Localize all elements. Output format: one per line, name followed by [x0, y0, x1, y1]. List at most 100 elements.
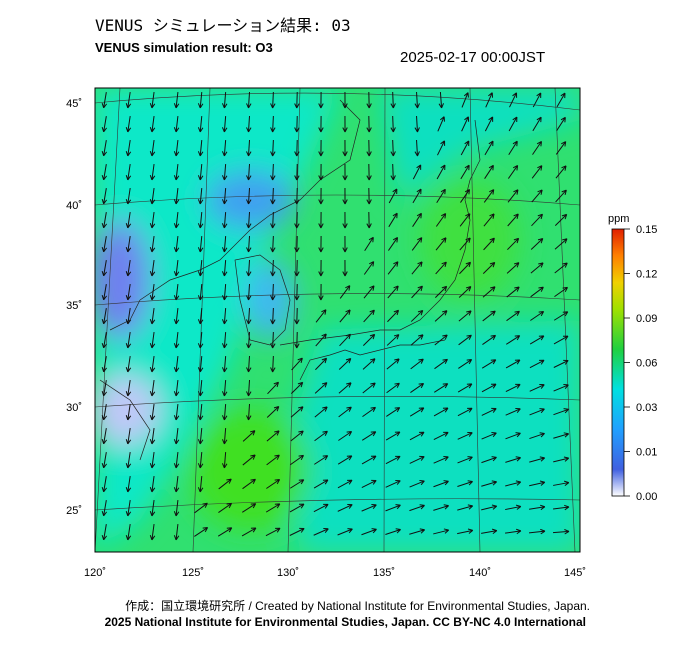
wind-arrow	[556, 116, 566, 131]
wind-arrow	[506, 262, 520, 274]
wind-arrow	[458, 310, 472, 322]
lat-labels: 45˚ 40˚ 35˚ 30˚ 25˚	[66, 98, 82, 517]
wind-arrow	[125, 164, 132, 181]
wind-arrow	[101, 452, 108, 469]
wind-arrow	[270, 163, 276, 181]
wind-arrow	[149, 164, 156, 181]
colorbar-tick-label: 0.15	[636, 224, 657, 236]
wind-arrow	[101, 524, 108, 541]
wind-arrow	[386, 334, 400, 346]
wind-arrow	[221, 307, 228, 325]
wind-arrow	[553, 311, 569, 321]
wind-arrow	[435, 213, 447, 227]
wind-arrow	[342, 211, 348, 229]
wind-arrow	[385, 479, 401, 488]
wind-arrow	[101, 404, 108, 421]
wind-arrow	[385, 528, 401, 535]
wind-arrow	[363, 285, 375, 299]
wind-arrow	[294, 235, 300, 253]
wind-arrow	[459, 237, 471, 251]
lat-label: 30˚	[66, 402, 82, 414]
wind-arrow	[342, 139, 348, 157]
wind-arrow	[242, 430, 256, 442]
wind-arrow	[294, 283, 300, 301]
wind-arrow	[460, 140, 470, 156]
wind-arrow	[318, 163, 324, 181]
wind-arrow	[481, 432, 497, 440]
wind-arrow	[149, 284, 156, 301]
wind-arrow	[173, 163, 180, 181]
wind-arrow	[313, 479, 329, 489]
wind-arrow	[390, 163, 396, 181]
wind-arrow	[459, 213, 471, 227]
wind-arrow	[149, 428, 156, 445]
lat-label: 25˚	[66, 505, 82, 517]
wind-arrow	[338, 430, 353, 441]
wind-arrow	[197, 451, 204, 469]
wind-arrow	[149, 116, 156, 133]
wind-arrow	[290, 406, 304, 418]
wind-arrow	[362, 406, 376, 418]
wind-arrow	[318, 235, 324, 253]
wind-arrow	[553, 335, 569, 345]
wind-arrow	[149, 476, 156, 493]
wind-arrow	[246, 307, 252, 325]
wind-arrow	[266, 406, 280, 418]
wind-arrow	[221, 283, 228, 301]
wind-arrow	[481, 456, 497, 464]
wind-arrow	[529, 335, 545, 345]
wind-arrow	[337, 479, 353, 489]
wind-arrow	[314, 382, 328, 394]
wind-arrow	[173, 211, 180, 229]
wind-arrow	[125, 92, 132, 109]
wind-arrow	[362, 333, 376, 346]
wind-arrow	[246, 91, 252, 109]
wind-arrow	[409, 528, 426, 535]
field-green	[190, 410, 310, 530]
wind-arrow	[315, 309, 327, 323]
wind-arrow	[433, 528, 450, 535]
wind-arrow	[242, 503, 257, 513]
wind-arrow	[409, 504, 425, 512]
wind-arrow	[294, 307, 300, 325]
wind-arrow	[531, 213, 543, 227]
wind-arrow	[270, 355, 276, 373]
graticule-line	[95, 498, 580, 511]
wind-arrow	[409, 407, 425, 417]
wind-arrow	[221, 211, 228, 229]
wind-arrow	[433, 431, 449, 441]
wind-arrow	[458, 359, 473, 369]
wind-arrow	[366, 211, 372, 229]
wind-arrow	[101, 500, 108, 517]
wind-arrow	[294, 139, 300, 157]
wind-arrow	[505, 383, 521, 393]
wind-arrow	[339, 333, 351, 347]
wind-arrow	[363, 309, 375, 323]
wind-arrow	[436, 164, 446, 180]
wind-arrow	[529, 504, 546, 511]
wind-arrow	[362, 358, 376, 370]
wind-arrow	[531, 165, 543, 179]
wind-arrow	[457, 528, 474, 535]
wind-arrow	[528, 528, 546, 535]
wind-arrow	[457, 480, 473, 487]
wind-arrow	[149, 404, 156, 421]
wind-arrow	[221, 355, 228, 373]
wind-arrow	[342, 163, 348, 181]
wind-arrow	[173, 139, 180, 157]
coastline	[299, 339, 446, 381]
graticule-line	[95, 92, 580, 111]
wind-arrow	[294, 259, 300, 277]
wind-arrow	[386, 407, 401, 417]
wind-arrow	[291, 357, 303, 371]
wind-arrow	[246, 403, 252, 421]
wind-arrow	[246, 115, 252, 133]
wind-arrow	[457, 383, 473, 393]
wind-arrow	[149, 380, 156, 397]
coastline	[279, 119, 481, 346]
wind-arrow	[342, 259, 348, 277]
wind-arrow	[390, 115, 396, 133]
graticule-line	[95, 88, 576, 552]
wind-arrow	[366, 115, 372, 133]
